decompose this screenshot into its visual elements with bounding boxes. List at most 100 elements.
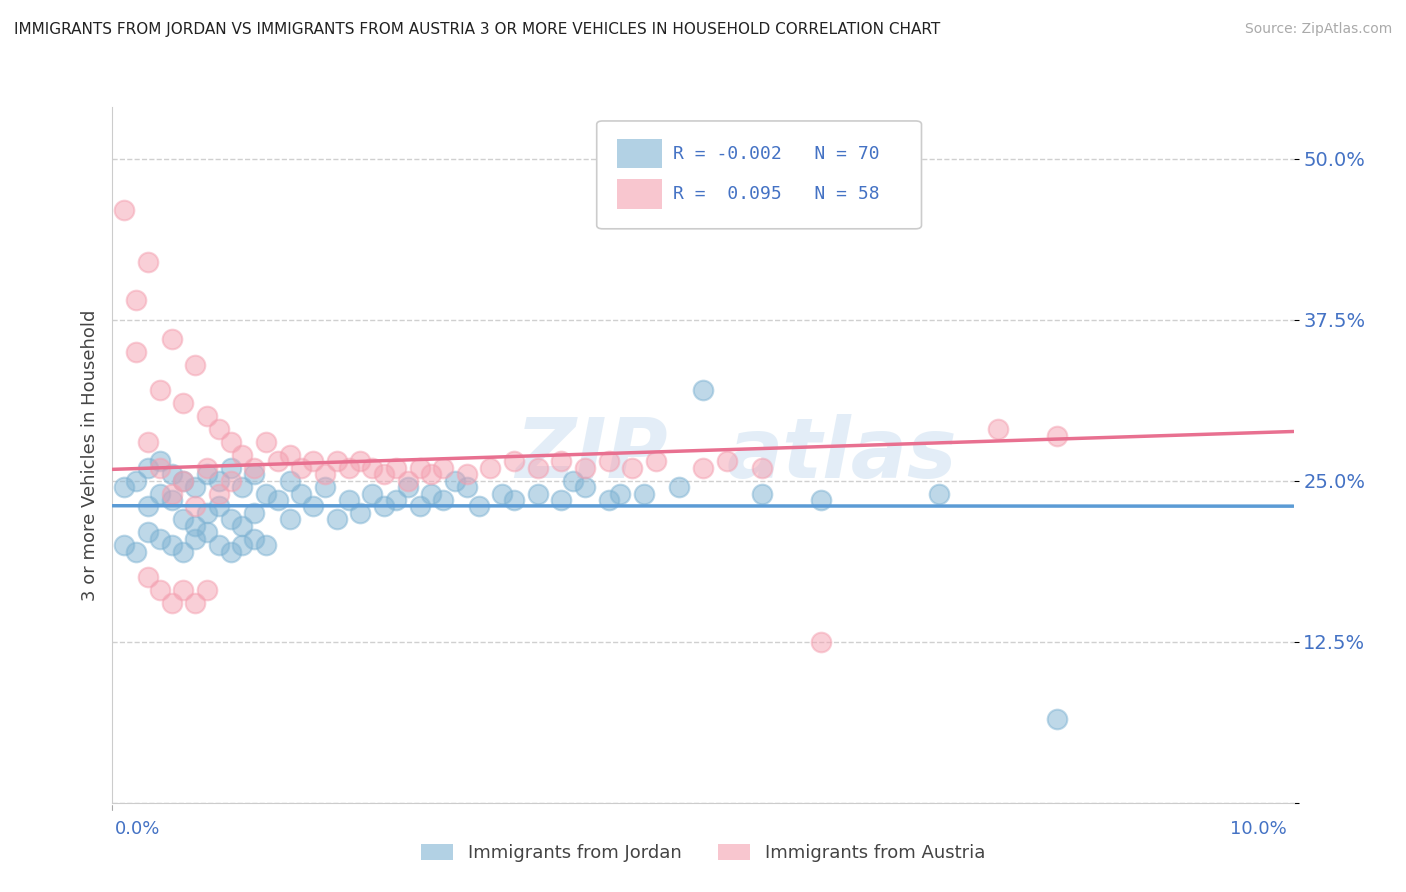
Point	[149, 454, 172, 468]
Point	[219, 474, 242, 488]
Point	[195, 460, 218, 475]
Point	[219, 460, 242, 475]
Point	[219, 512, 242, 526]
Point	[278, 474, 301, 488]
Point	[396, 480, 419, 494]
Point	[278, 512, 301, 526]
Point	[444, 474, 467, 488]
Point	[349, 506, 371, 520]
Point	[385, 460, 408, 475]
Point	[373, 467, 395, 482]
Text: ZIP: ZIP	[515, 415, 668, 495]
Point	[195, 467, 218, 482]
Point	[290, 460, 312, 475]
Point	[231, 448, 253, 462]
Point	[267, 493, 290, 508]
Point	[1046, 428, 1069, 442]
Point	[195, 409, 218, 424]
Point	[526, 460, 548, 475]
Point	[1046, 712, 1069, 726]
Text: 10.0%: 10.0%	[1230, 820, 1286, 838]
Point	[254, 538, 277, 552]
Point	[112, 480, 135, 494]
Point	[621, 460, 644, 475]
Text: 0.0%: 0.0%	[115, 820, 160, 838]
FancyBboxPatch shape	[617, 179, 662, 209]
Point	[208, 538, 231, 552]
Point	[243, 467, 266, 482]
Point	[149, 460, 172, 475]
Point	[184, 532, 207, 546]
Point	[208, 422, 231, 436]
Point	[668, 480, 690, 494]
Point	[432, 460, 454, 475]
Point	[598, 454, 620, 468]
Point	[231, 518, 253, 533]
Point	[136, 254, 159, 268]
Point	[149, 486, 172, 500]
Point	[751, 486, 773, 500]
Point	[562, 474, 585, 488]
Text: IMMIGRANTS FROM JORDAN VS IMMIGRANTS FROM AUSTRIA 3 OR MORE VEHICLES IN HOUSEHOL: IMMIGRANTS FROM JORDAN VS IMMIGRANTS FRO…	[14, 22, 941, 37]
Point	[184, 596, 207, 610]
Point	[432, 493, 454, 508]
Point	[314, 467, 336, 482]
Point	[550, 493, 572, 508]
FancyBboxPatch shape	[596, 121, 921, 229]
Point	[716, 454, 738, 468]
Point	[302, 500, 325, 514]
Point	[456, 467, 478, 482]
Point	[644, 454, 666, 468]
Point	[172, 474, 194, 488]
Point	[125, 293, 148, 308]
Point	[491, 486, 513, 500]
Point	[160, 332, 183, 346]
Point	[125, 474, 148, 488]
Point	[243, 532, 266, 546]
Point	[290, 486, 312, 500]
Point	[928, 486, 950, 500]
Point	[526, 486, 548, 500]
Point	[184, 358, 207, 372]
Point	[172, 396, 194, 410]
Point	[219, 435, 242, 450]
Point	[633, 486, 655, 500]
Point	[254, 435, 277, 450]
Point	[361, 486, 384, 500]
Point	[574, 460, 596, 475]
Point	[692, 460, 714, 475]
Point	[609, 486, 631, 500]
Text: R =  0.095   N = 58: R = 0.095 N = 58	[673, 185, 880, 203]
Point	[112, 538, 135, 552]
Point	[408, 460, 430, 475]
Point	[987, 422, 1010, 436]
Point	[149, 532, 172, 546]
Text: R = -0.002   N = 70: R = -0.002 N = 70	[673, 145, 880, 162]
Point	[467, 500, 489, 514]
Point	[420, 467, 443, 482]
Point	[136, 500, 159, 514]
Point	[195, 583, 218, 598]
Point	[396, 474, 419, 488]
Point	[254, 486, 277, 500]
Point	[408, 500, 430, 514]
Point	[195, 525, 218, 540]
Point	[160, 486, 183, 500]
Point	[385, 493, 408, 508]
Point	[172, 544, 194, 558]
Point	[810, 493, 832, 508]
Point	[479, 460, 502, 475]
Point	[456, 480, 478, 494]
Point	[574, 480, 596, 494]
Point	[503, 454, 526, 468]
Point	[149, 583, 172, 598]
Point	[184, 500, 207, 514]
Point	[373, 500, 395, 514]
Point	[243, 460, 266, 475]
Point	[420, 486, 443, 500]
Point	[160, 493, 183, 508]
Point	[278, 448, 301, 462]
Point	[160, 467, 183, 482]
Point	[136, 570, 159, 584]
Point	[160, 538, 183, 552]
